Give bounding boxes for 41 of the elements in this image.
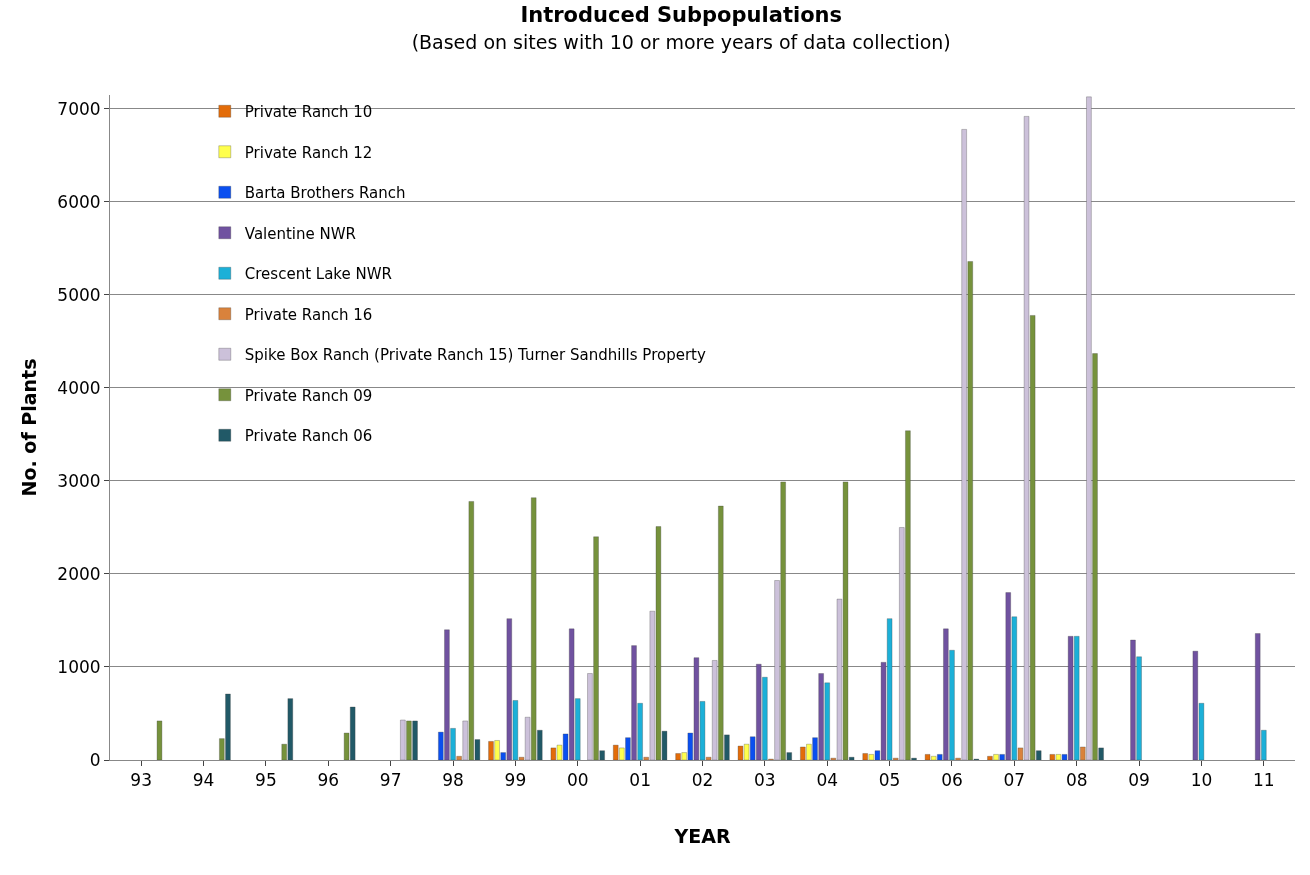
legend-label: Spike Box Ranch (Private Ranch 15) Turner Sandhills Property [244, 346, 706, 365]
x-tick-label: 03 [754, 770, 776, 791]
y-axis-title: No. of Plants [18, 358, 41, 497]
legend-label: Valentine NWR [244, 224, 357, 243]
x-tick-label: 93 [130, 770, 152, 791]
chart-subtitle: (Based on sites with 10 or more years of data collection) [411, 31, 951, 54]
y-tick-label: 1000 [57, 656, 101, 677]
legend-label: Private Ranch 16 [244, 305, 373, 324]
x-tick-label: 98 [442, 770, 464, 791]
y-tick-label: 4000 [57, 377, 101, 398]
y-tick-label: 0 [89, 749, 101, 770]
x-tick-label: 94 [192, 770, 215, 791]
x-tick-label: 09 [1128, 770, 1150, 791]
x-tick-label: 00 [566, 770, 589, 791]
x-tick-label: 96 [317, 770, 340, 791]
x-tick-label: 04 [816, 770, 839, 791]
legend-label: Private Ranch 09 [244, 386, 373, 405]
y-tick-label: 2000 [57, 563, 101, 584]
legend-label: Private Ranch 10 [244, 103, 373, 122]
x-tick-label: 99 [504, 770, 527, 791]
x-tick-label: 11 [1253, 770, 1275, 791]
y-tick-label: 6000 [57, 191, 101, 212]
x-tick-label: 02 [691, 770, 714, 791]
x-tick-label: 97 [379, 770, 402, 791]
x-tick-label: 95 [255, 770, 277, 791]
legend-label: Private Ranch 12 [244, 143, 373, 162]
legend-label: Barta Brothers Ranch [244, 184, 406, 203]
x-tick-label: 10 [1190, 770, 1213, 791]
x-tick-label: 06 [941, 770, 963, 791]
bar [156, 720, 163, 760]
x-tick-label: 01 [629, 770, 651, 791]
y-tick-label: 5000 [57, 284, 101, 305]
legend-label: Crescent Lake NWR [244, 265, 392, 284]
chart-title: Introduced Subpopulations [520, 2, 843, 27]
y-tick-label: 3000 [57, 470, 101, 491]
x-axis-title: YEAR [673, 825, 731, 848]
x-tick-label: 07 [1003, 770, 1026, 791]
x-tick-label: 08 [1065, 770, 1088, 791]
y-tick-label: 7000 [57, 98, 101, 119]
x-tick-label: 05 [878, 770, 901, 791]
legend-label: Private Ranch 06 [244, 427, 373, 446]
